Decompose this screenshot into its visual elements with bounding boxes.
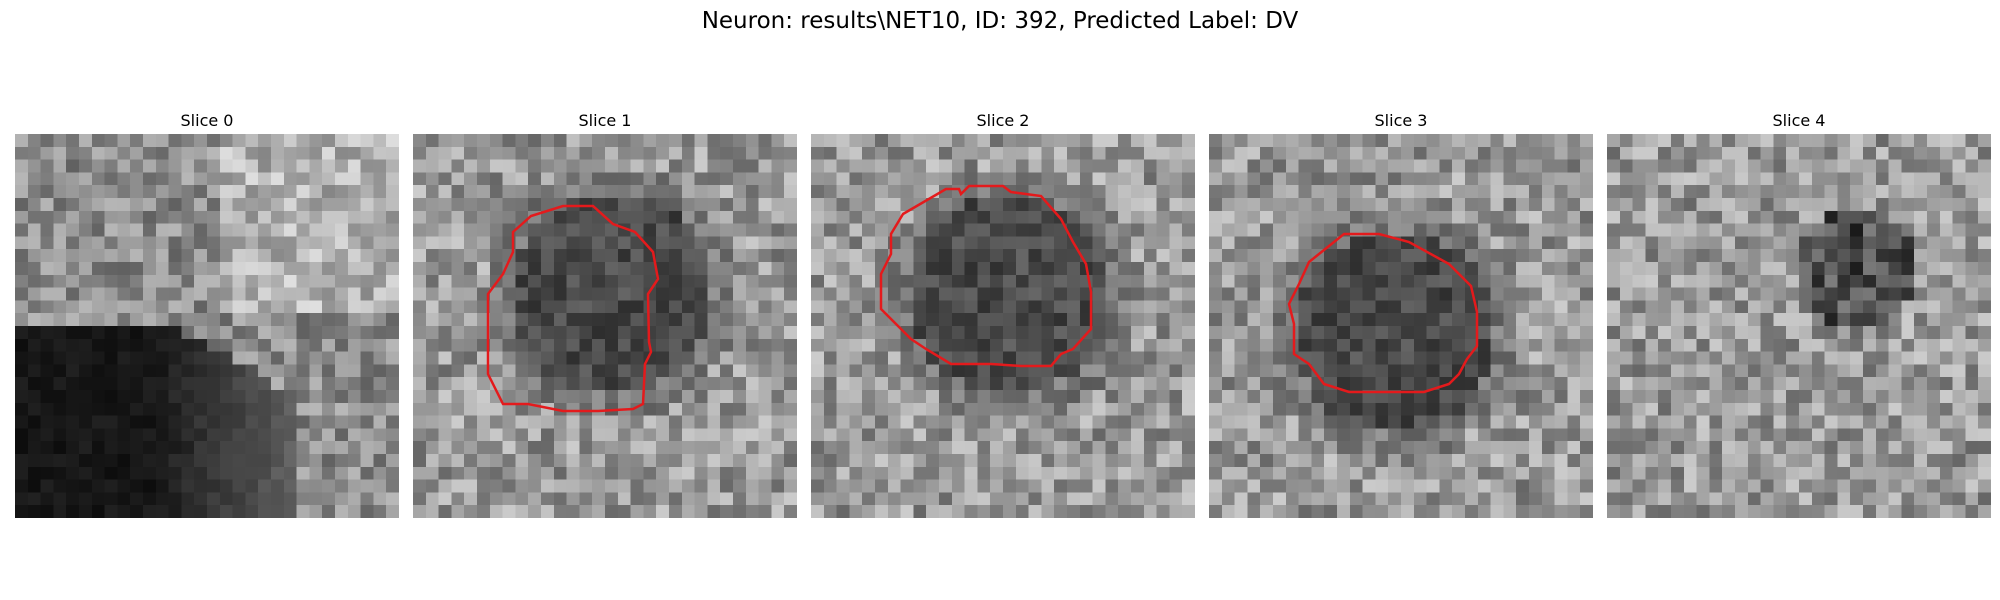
slice-image bbox=[15, 134, 399, 518]
slice-panel-3: Slice 3 bbox=[1209, 108, 1593, 518]
roi-contour bbox=[1287, 232, 1479, 394]
slice-image bbox=[413, 134, 797, 518]
slice-title: Slice 2 bbox=[976, 111, 1030, 130]
slice-panel-0: Slice 0 bbox=[15, 108, 399, 518]
slice-title: Slice 3 bbox=[1374, 111, 1428, 130]
roi-contour bbox=[486, 204, 660, 413]
roi-contour bbox=[879, 184, 1093, 368]
slice-image bbox=[811, 134, 1195, 518]
figure-title: Neuron: results\NET10, ID: 392, Predicte… bbox=[701, 8, 1299, 34]
slice-image bbox=[1607, 134, 1991, 518]
slice-panel-1: Slice 1 bbox=[413, 108, 797, 518]
slice-image bbox=[1209, 134, 1593, 518]
slice-title: Slice 0 bbox=[180, 111, 234, 130]
slice-title: Slice 1 bbox=[578, 111, 632, 130]
slice-panel-2: Slice 2 bbox=[811, 108, 1195, 518]
slice-title: Slice 4 bbox=[1772, 111, 1826, 130]
slice-panel-4: Slice 4 bbox=[1607, 108, 1991, 518]
